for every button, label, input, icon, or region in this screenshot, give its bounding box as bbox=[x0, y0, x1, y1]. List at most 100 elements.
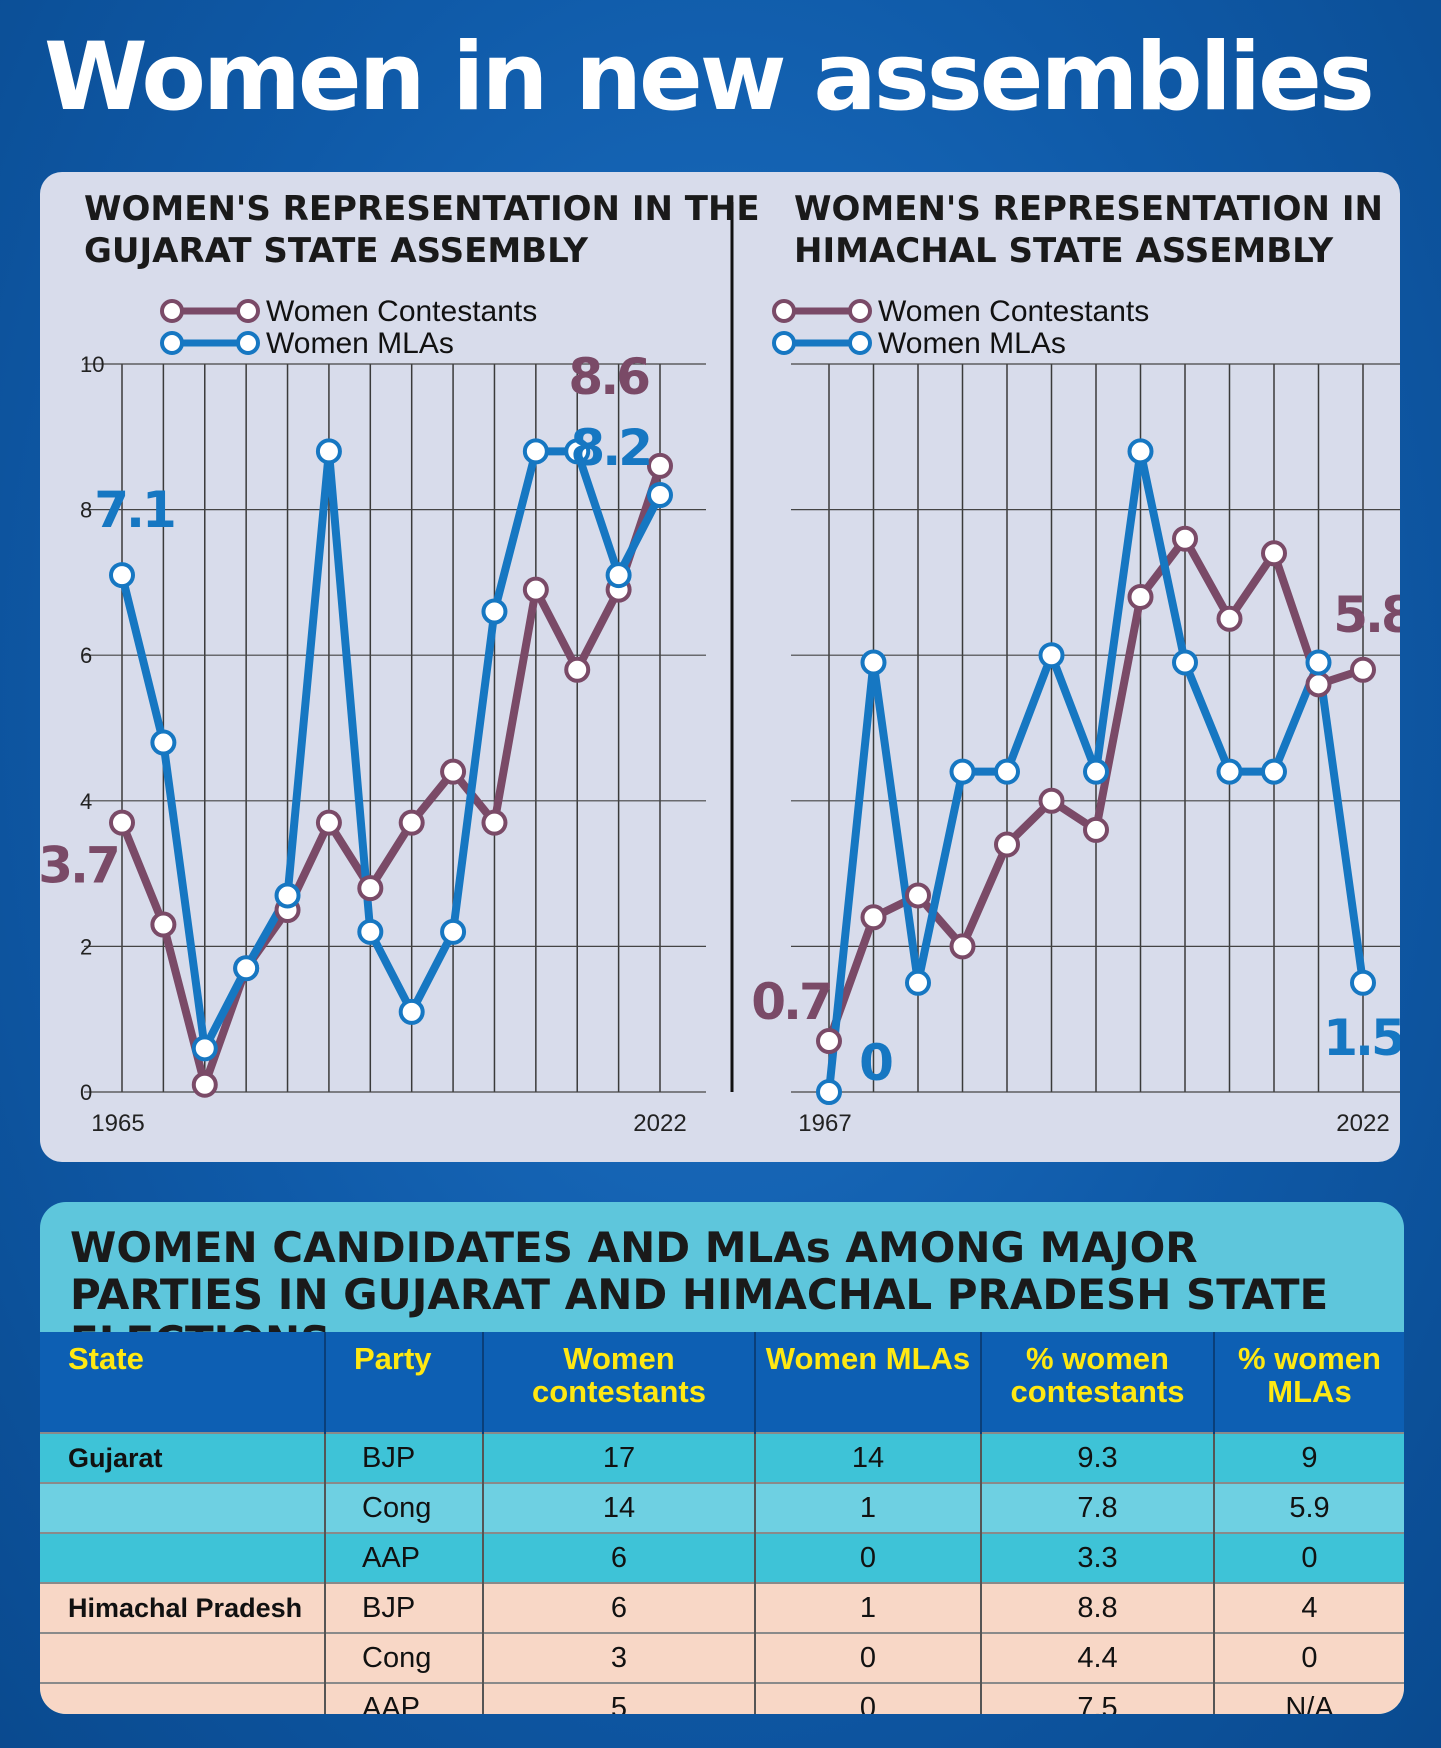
data-point-mlas bbox=[1305, 649, 1332, 676]
cell-mlas: 0 bbox=[755, 1632, 982, 1683]
series-line-mlas bbox=[118, 447, 664, 1053]
data-point-contestants bbox=[481, 809, 508, 836]
data-annotation: 8.2 bbox=[570, 419, 650, 477]
cell-mlas: 0 bbox=[755, 1682, 982, 1714]
cell-pct-mlas: N/A bbox=[1214, 1682, 1404, 1714]
data-point-mlas bbox=[1172, 649, 1198, 676]
data-annotation: 0.7 bbox=[751, 973, 831, 1031]
legend-marker bbox=[772, 331, 796, 355]
data-point-contestants bbox=[522, 576, 549, 603]
y-tick-label: 4 bbox=[80, 789, 92, 814]
data-point-mlas bbox=[109, 562, 135, 589]
data-point-contestants bbox=[1127, 583, 1154, 610]
data-point-contestants bbox=[564, 656, 591, 683]
cell-pct-mlas: 0 bbox=[1214, 1532, 1404, 1583]
data-point-contestants bbox=[109, 809, 135, 836]
header-pct-women-contestants: % women contestants bbox=[981, 1332, 1215, 1433]
data-point-contestants bbox=[150, 911, 177, 938]
data-point-mlas bbox=[564, 438, 591, 465]
data-point-mlas bbox=[191, 1035, 218, 1062]
data-point-mlas bbox=[1261, 758, 1287, 785]
header-women-contestants: Women contestants bbox=[483, 1332, 756, 1433]
legend-label: Women MLAs bbox=[266, 327, 454, 360]
table-row: AAP 5 0 7.5 N/A bbox=[40, 1682, 1404, 1714]
parties-table-panel: WOMEN CANDIDATES AND MLAs AMONG MAJOR PA… bbox=[40, 1202, 1404, 1714]
data-point-mlas bbox=[398, 998, 425, 1025]
data-point-contestants bbox=[357, 875, 384, 902]
legend-label: Women Contestants bbox=[266, 295, 537, 328]
header-pct-women-mlas: % women MLAs bbox=[1214, 1332, 1404, 1433]
cell-pct-contestants: 3.3 bbox=[981, 1532, 1215, 1583]
cell-party: Cong bbox=[325, 1632, 484, 1683]
data-point-contestants bbox=[949, 933, 976, 960]
cell-state bbox=[40, 1682, 326, 1714]
data-point-mlas bbox=[357, 918, 384, 945]
table-title: WOMEN CANDIDATES AND MLAs AMONG MAJOR PA… bbox=[70, 1223, 1329, 1365]
data-point-contestants bbox=[398, 809, 425, 836]
legend-marker bbox=[236, 331, 260, 355]
cell-contestants: 6 bbox=[483, 1582, 756, 1633]
data-point-contestants bbox=[1350, 656, 1376, 683]
data-annotation: 0 bbox=[859, 1034, 892, 1092]
data-point-contestants bbox=[647, 452, 673, 479]
y-tick-label: 8 bbox=[80, 498, 92, 523]
cell-pct-contestants: 7.8 bbox=[981, 1482, 1215, 1533]
cell-mlas: 14 bbox=[755, 1432, 982, 1483]
cell-contestants: 5 bbox=[483, 1682, 756, 1714]
y-tick-label: 10 bbox=[80, 352, 104, 377]
cell-contestants: 3 bbox=[483, 1632, 756, 1683]
x-label-end: 2022 bbox=[1336, 1110, 1389, 1137]
y-tick-label: 6 bbox=[80, 643, 92, 668]
cell-state bbox=[40, 1632, 326, 1683]
data-point-contestants bbox=[1216, 605, 1243, 632]
charts-panel: WOMEN'S REPRESENTATION IN THE GUJARAT STA… bbox=[40, 172, 1400, 1162]
data-point-contestants bbox=[1305, 671, 1332, 698]
cell-mlas: 1 bbox=[755, 1582, 982, 1633]
cell-pct-mlas: 5.9 bbox=[1214, 1482, 1404, 1533]
cell-pct-mlas: 0 bbox=[1214, 1632, 1404, 1683]
y-tick-label: 0 bbox=[80, 1080, 92, 1105]
data-point-mlas bbox=[1038, 642, 1065, 669]
series-line-contestants bbox=[118, 461, 664, 1089]
table-row: Cong 14 1 7.8 5.9 bbox=[40, 1482, 1404, 1533]
table-row: Himachal Pradesh BJP 6 1 8.8 4 bbox=[40, 1582, 1404, 1633]
legend-label: Women MLAs bbox=[878, 327, 1066, 360]
header-state: State bbox=[40, 1332, 326, 1433]
data-point-mlas bbox=[274, 882, 301, 909]
table-row: Gujarat BJP 17 14 9.3 9 bbox=[40, 1432, 1404, 1483]
data-point-contestants bbox=[315, 809, 342, 836]
cell-pct-mlas: 9 bbox=[1214, 1432, 1404, 1483]
data-point-contestants bbox=[860, 904, 887, 931]
cell-contestants: 17 bbox=[483, 1432, 756, 1483]
chart-title-line: WOMEN'S REPRESENTATION IN bbox=[794, 189, 1383, 229]
data-point-contestants bbox=[1083, 816, 1109, 843]
cell-party: Cong bbox=[325, 1482, 484, 1533]
data-annotation: 7.1 bbox=[94, 481, 174, 539]
legend-marker bbox=[160, 331, 184, 355]
data-point-mlas bbox=[1216, 758, 1243, 785]
header-women-mlas: Women MLAs bbox=[755, 1332, 982, 1433]
parties-table: State Party Women contestants Women MLAs… bbox=[40, 1332, 1404, 1714]
cell-party: BJP bbox=[325, 1432, 484, 1483]
x-label-start: 1965 bbox=[91, 1110, 144, 1137]
cell-contestants: 14 bbox=[483, 1482, 756, 1533]
data-annotation: 3.7 bbox=[40, 837, 118, 895]
data-point-mlas bbox=[816, 1079, 842, 1105]
legend-label: Women Contestants bbox=[878, 295, 1149, 328]
table-row: AAP 6 0 3.3 0 bbox=[40, 1532, 1404, 1583]
data-point-contestants bbox=[994, 831, 1020, 858]
cell-state bbox=[40, 1482, 326, 1533]
table-row: Cong 3 0 4.4 0 bbox=[40, 1632, 1404, 1683]
legend-marker bbox=[236, 299, 260, 323]
cell-pct-contestants: 9.3 bbox=[981, 1432, 1215, 1483]
cell-pct-contestants: 7.5 bbox=[981, 1682, 1215, 1714]
data-point-mlas bbox=[905, 969, 931, 996]
data-point-mlas bbox=[1350, 969, 1376, 996]
header-party: Party bbox=[325, 1332, 484, 1433]
cell-state: Gujarat bbox=[40, 1432, 326, 1483]
data-point-contestants bbox=[816, 1028, 842, 1055]
data-point-contestants bbox=[905, 882, 931, 909]
data-annotation: 8.6 bbox=[568, 348, 649, 406]
data-point-mlas bbox=[481, 598, 508, 625]
data-point-mlas bbox=[1127, 438, 1154, 465]
